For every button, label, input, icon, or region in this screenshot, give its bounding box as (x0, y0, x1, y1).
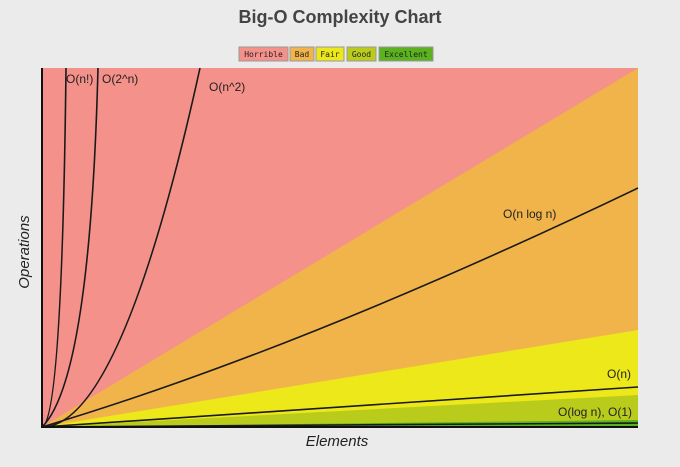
legend-label: Bad (295, 50, 310, 59)
legend-swatch (238, 46, 289, 62)
region (42, 395, 638, 427)
x-axis-label: Elements (306, 433, 369, 450)
curve-label: O(n) (607, 367, 631, 381)
region (42, 330, 638, 427)
curve (41, 386, 639, 428)
legend-label: Horrible (244, 50, 283, 59)
curve (41, 67, 67, 428)
legend-swatch (346, 46, 377, 62)
legend-swatch (378, 46, 434, 62)
curve (41, 187, 639, 428)
curve-label: O(n^2) (209, 80, 245, 94)
regions (42, 68, 638, 427)
legend-label: Good (352, 50, 371, 59)
legend-label: Excellent (384, 50, 428, 59)
legend-swatch (315, 46, 345, 62)
curve (41, 67, 99, 428)
legend-label: Fair (320, 50, 339, 59)
chart-title: Big-O Complexity Chart (238, 7, 441, 27)
curve-label: O(n!) (66, 72, 93, 86)
curve-label: O(2^n) (102, 72, 138, 86)
curve-label: O(n log n) (503, 207, 556, 221)
legend-swatch (289, 46, 315, 62)
legend: Horrible Bad Fair Good Excellent (238, 46, 434, 62)
region (42, 68, 638, 427)
curve-label: O(log n), O(1) (558, 405, 632, 419)
y-axis-label: Operations (16, 215, 33, 289)
